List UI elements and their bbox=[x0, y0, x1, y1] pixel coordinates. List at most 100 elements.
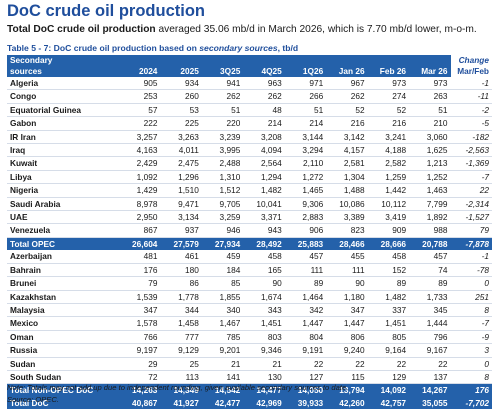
value-cell: 967 bbox=[326, 77, 368, 91]
change-cell: -7 bbox=[450, 316, 492, 331]
value-cell: 53 bbox=[160, 103, 202, 118]
value-cell: 347 bbox=[119, 303, 161, 318]
value-cell: 1,451 bbox=[367, 316, 410, 331]
value-cell: 35,055 bbox=[409, 396, 451, 409]
value-cell: 52 bbox=[326, 103, 368, 118]
value-cell: 9,306 bbox=[284, 197, 327, 212]
value-cell: 39,933 bbox=[284, 396, 327, 409]
header-change-line2: Mar/Feb bbox=[450, 66, 492, 77]
value-cell: 184 bbox=[201, 263, 244, 278]
table-row: Azerbaijan 481 461 459 458 457 455 458 457 -1 bbox=[7, 250, 492, 264]
table-row: Algeria 905 934 941 963 971 967 973 973 -1 bbox=[7, 77, 492, 91]
value-cell: 1,510 bbox=[160, 183, 202, 198]
value-cell: 766 bbox=[119, 330, 161, 345]
value-cell: 89 bbox=[284, 276, 327, 291]
value-cell: 1,464 bbox=[284, 290, 327, 304]
caption-italic: secondary sources bbox=[199, 43, 278, 53]
value-cell: 260 bbox=[160, 89, 202, 104]
row-label: IR Iran bbox=[7, 130, 119, 145]
header-col: 4Q25 bbox=[243, 66, 285, 77]
change-cell: -1 bbox=[450, 250, 492, 264]
value-cell: 345 bbox=[409, 303, 451, 318]
value-cell: 1,213 bbox=[409, 156, 451, 171]
value-cell: 1,539 bbox=[119, 290, 161, 304]
value-cell: 3,995 bbox=[201, 143, 244, 158]
value-cell: 14,267 bbox=[409, 383, 451, 397]
value-cell: 458 bbox=[243, 250, 285, 264]
value-cell: 1,855 bbox=[201, 290, 244, 304]
value-cell: 2,950 bbox=[119, 210, 161, 225]
row-label: Kuwait bbox=[7, 156, 119, 171]
value-cell: 805 bbox=[367, 330, 410, 345]
row-label: Bahrain bbox=[7, 263, 119, 278]
value-cell: 804 bbox=[284, 330, 327, 345]
value-cell: 22 bbox=[326, 357, 368, 371]
change-cell: -1 bbox=[450, 77, 492, 91]
row-label: South Sudan bbox=[7, 370, 119, 385]
change-cell: 0 bbox=[450, 357, 492, 371]
value-cell: 4,094 bbox=[243, 143, 285, 158]
change-cell: -2,563 bbox=[450, 143, 492, 158]
value-cell: 28,466 bbox=[326, 237, 368, 251]
value-cell: 803 bbox=[243, 330, 285, 345]
value-cell: 3,144 bbox=[284, 130, 327, 145]
value-cell: 906 bbox=[284, 223, 327, 238]
value-cell: 461 bbox=[160, 250, 202, 264]
summary-text: Total DoC crude oil production averaged … bbox=[7, 24, 477, 35]
header-col: 3Q25 bbox=[201, 66, 244, 77]
value-cell: 42,477 bbox=[201, 396, 244, 409]
table-note: Note: Totals may not add up due to indep… bbox=[7, 383, 349, 392]
value-cell: 10,086 bbox=[326, 197, 368, 212]
value-cell: 42,969 bbox=[243, 396, 285, 409]
value-cell: 176 bbox=[119, 263, 161, 278]
value-cell: 42,757 bbox=[367, 396, 410, 409]
value-cell: 2,582 bbox=[367, 156, 410, 171]
summary-bold: Total DoC crude oil production bbox=[7, 24, 156, 35]
value-cell: 3,142 bbox=[326, 130, 368, 145]
value-cell: 3,257 bbox=[119, 130, 161, 145]
value-cell: 971 bbox=[284, 77, 327, 91]
row-label: Algeria bbox=[7, 77, 119, 91]
change-cell: 8 bbox=[450, 370, 492, 385]
value-cell: 111 bbox=[326, 263, 368, 278]
table-row: Mexico 1,578 1,458 1,467 1,451 1,447 1,447 1,45… bbox=[7, 316, 492, 331]
table-caption: Table 5 - 7: DoC crude oil production ba… bbox=[7, 43, 298, 53]
header-col: 1Q26 bbox=[284, 66, 327, 77]
value-cell: 4,163 bbox=[119, 143, 161, 158]
value-cell: 337 bbox=[367, 303, 410, 318]
value-cell: 785 bbox=[201, 330, 244, 345]
total-doc-row: Total DoC 40,867 41,927 42,477 42,969 39,933 4… bbox=[7, 396, 492, 409]
value-cell: 1,467 bbox=[201, 316, 244, 331]
table-row: Congo 253 260 262 262 266 262 274 263 -11 bbox=[7, 89, 492, 104]
value-cell: 1,259 bbox=[367, 170, 410, 185]
change-cell: 79 bbox=[450, 223, 492, 238]
row-label: Oman bbox=[7, 330, 119, 345]
value-cell: 48 bbox=[243, 103, 285, 118]
value-cell: 1,429 bbox=[119, 183, 161, 198]
value-cell: 1,180 bbox=[326, 290, 368, 304]
value-cell: 1,465 bbox=[284, 183, 327, 198]
change-cell: 22 bbox=[450, 183, 492, 198]
value-cell: 9,164 bbox=[367, 343, 410, 358]
table-row: Kuwait 2,429 2,475 2,488 2,564 2,110 2,581 2,58… bbox=[7, 156, 492, 171]
value-cell: 9,346 bbox=[243, 343, 285, 358]
table-row: Brunei 79 86 85 90 89 90 89 89 0 bbox=[7, 276, 492, 291]
value-cell: 4,011 bbox=[160, 143, 202, 158]
value-cell: 85 bbox=[201, 276, 244, 291]
value-cell: 1,482 bbox=[243, 183, 285, 198]
table-row: Venezuela 867 937 946 943 906 823 909 988 79 bbox=[7, 223, 492, 238]
value-cell: 111 bbox=[284, 263, 327, 278]
value-cell: 29 bbox=[119, 357, 161, 371]
value-cell: 2,883 bbox=[284, 210, 327, 225]
row-label: Azerbaijan bbox=[7, 250, 119, 264]
value-cell: 9,197 bbox=[119, 343, 161, 358]
change-cell: -9 bbox=[450, 330, 492, 345]
value-cell: 9,240 bbox=[326, 343, 368, 358]
value-cell: 40,867 bbox=[119, 396, 161, 409]
value-cell: 343 bbox=[243, 303, 285, 318]
value-cell: 1,578 bbox=[119, 316, 161, 331]
value-cell: 2,110 bbox=[284, 156, 327, 171]
value-cell: 27,934 bbox=[201, 237, 244, 251]
summary-rest: averaged 35.06 mb/d in March 2026, which… bbox=[155, 24, 477, 35]
